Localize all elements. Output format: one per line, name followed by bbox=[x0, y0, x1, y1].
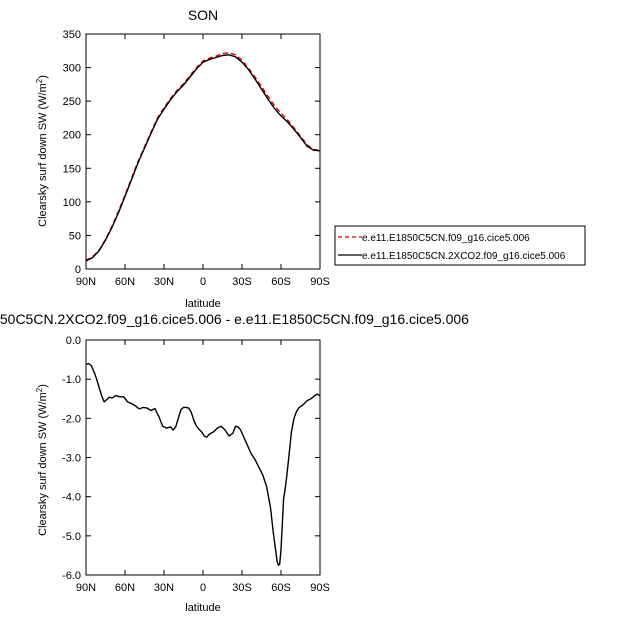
chart-top-x-ticks: 90N 60N 30N 0 30S 60S 90S bbox=[76, 34, 330, 288]
y-tick-label: -1.0 bbox=[62, 374, 81, 386]
chart-top-legend: e.e11.E1850C5CN.f09_g16.cice5.006 e.e11.… bbox=[334, 225, 586, 266]
chart-top-series bbox=[85, 52, 321, 262]
chart-bottom-y-axis-label-text: Clearsky surf down SW (W/m bbox=[37, 392, 49, 536]
chart-bottom-x-axis-label: latitude bbox=[185, 602, 220, 614]
x-tick-label: 60S bbox=[271, 276, 291, 288]
y-tick-label: 150 bbox=[63, 163, 81, 175]
y-tick-label: 0 bbox=[75, 264, 81, 276]
chart-bottom-y-axis-label-close: ) bbox=[37, 384, 49, 388]
x-tick-label: 90S bbox=[310, 276, 330, 288]
chart-bottom-plot-frame bbox=[85, 339, 321, 576]
series-line-2-1 bbox=[85, 362, 321, 566]
x-tick-label: 60N bbox=[115, 582, 135, 594]
chart-bottom-x-ticks: 90N 60N 30N 0 30S 60S 90S bbox=[76, 340, 330, 594]
x-tick-label: 0 bbox=[200, 582, 206, 594]
y-tick-label: -4.0 bbox=[62, 492, 81, 504]
y-tick-label: 250 bbox=[63, 96, 81, 108]
chart-top-x-axis-label: latitude bbox=[185, 298, 220, 310]
chart-top-plot-frame bbox=[85, 33, 321, 270]
chart-bottom-series bbox=[85, 362, 321, 566]
x-tick-label: 60S bbox=[271, 582, 291, 594]
y-tick-label: -5.0 bbox=[62, 531, 81, 543]
y-tick-label: -6.0 bbox=[62, 570, 81, 582]
y-tick-label: 300 bbox=[63, 63, 81, 75]
y-tick-label: 0.0 bbox=[66, 335, 81, 347]
chart-top-y-axis-label: Clearsky surf down SW (W/m2) bbox=[35, 75, 49, 227]
legend-box bbox=[334, 225, 586, 266]
x-tick-label: 30S bbox=[232, 582, 252, 594]
chart-top: SON 0 50 100 150 200 250 300 350 90N 60N 30N 0 30S 6… bbox=[35, 7, 330, 310]
chart-top-y-axis-label-close: ) bbox=[37, 75, 49, 79]
x-tick-label: 30N bbox=[154, 582, 174, 594]
chart-top-y-axis-label-text: Clearsky surf down SW (W/m bbox=[37, 83, 49, 227]
y-tick-label: 200 bbox=[63, 130, 81, 142]
chart-bottom-title: e.e11.E1850C5CN.2XCO2.f09_g16.cice5.006 … bbox=[0, 311, 469, 327]
x-tick-label: 30N bbox=[154, 276, 174, 288]
legend-label-2xco2: e.e11.E1850C5CN.2XCO2.f09_g16.cice5.006 bbox=[362, 251, 566, 262]
x-tick-label: 90N bbox=[76, 582, 96, 594]
y-tick-label: -3.0 bbox=[62, 453, 81, 465]
chart-top-y-axis-label-sup: 2 bbox=[35, 78, 44, 83]
chart-bottom-y-axis-label: Clearsky surf down SW (W/m2) bbox=[35, 384, 49, 536]
x-tick-label: 60N bbox=[115, 276, 135, 288]
chart-bottom: e.e11.E1850C5CN.2XCO2.f09_g16.cice5.006 … bbox=[0, 311, 469, 614]
x-tick-label: 90N bbox=[76, 276, 96, 288]
series-line-1-2 bbox=[85, 54, 321, 262]
y-tick-label: 350 bbox=[63, 29, 81, 41]
series-line-1-1 bbox=[85, 52, 321, 261]
chart-top-y-ticks: 0 50 100 150 200 250 300 350 bbox=[63, 29, 320, 276]
y-tick-label: 100 bbox=[63, 197, 81, 209]
chart-bottom-y-axis-label-sup: 2 bbox=[35, 387, 44, 392]
x-tick-label: 30S bbox=[232, 276, 252, 288]
chart-top-title: SON bbox=[188, 7, 218, 23]
y-tick-label: 50 bbox=[69, 230, 81, 242]
y-tick-label: -2.0 bbox=[62, 413, 81, 425]
x-tick-label: 90S bbox=[310, 582, 330, 594]
chart-bottom-y-ticks: 0.0 -1.0 -2.0 -3.0 -4.0 -5.0 -6.0 bbox=[62, 335, 320, 582]
legend-label-control: e.e11.E1850C5CN.f09_g16.cice5.006 bbox=[362, 233, 530, 244]
x-tick-label: 0 bbox=[200, 276, 206, 288]
